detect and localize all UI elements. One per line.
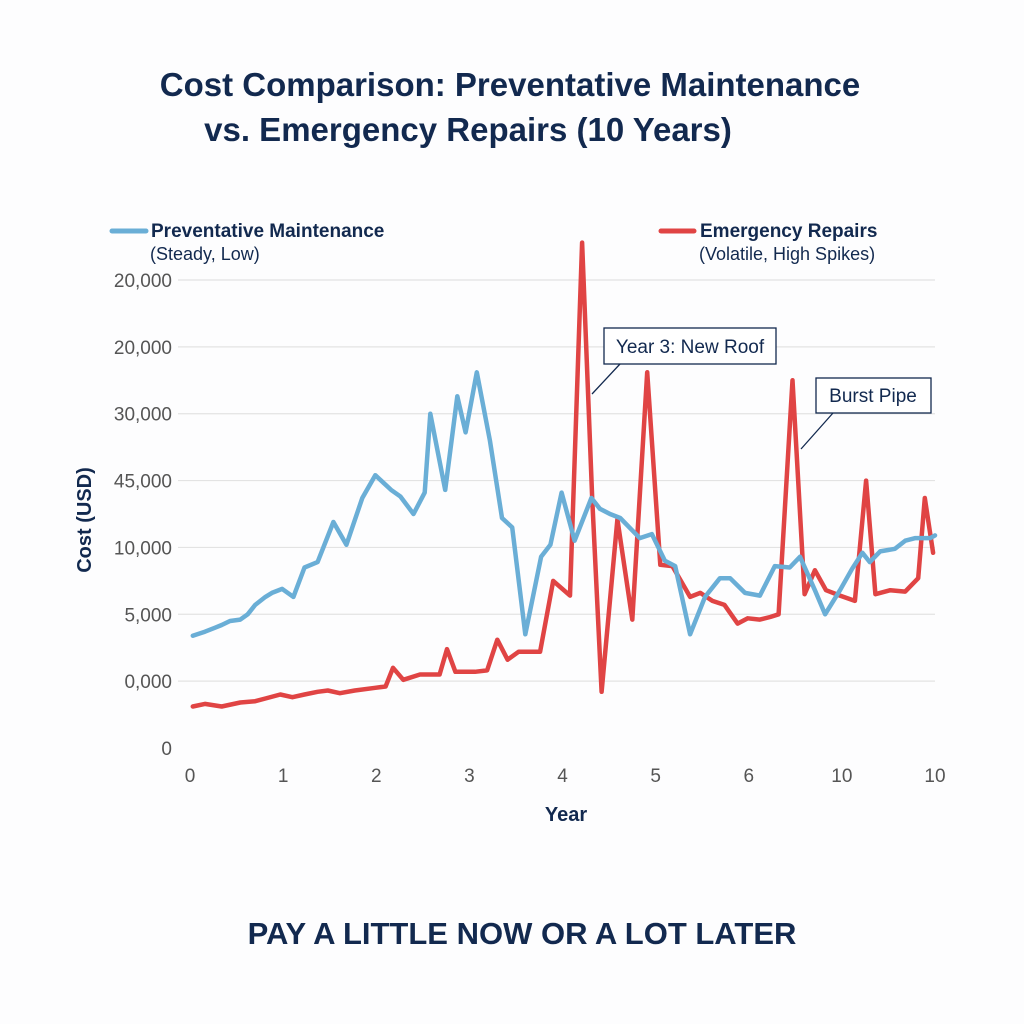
chart-title-line-1: Cost Comparison: Preventative Maintenanc… [160,66,861,103]
annotation-leader-burst-pipe [800,412,834,450]
series-line-emergency-repairs [190,240,936,709]
annotation-leader-new-roof [591,363,621,395]
y-tick-label: 0,000 [124,672,172,693]
x-tick-label: 10 [831,766,852,787]
series-line-preventative-maintenance [190,370,938,638]
x-tick-label: 2 [371,766,382,787]
y-tick-label: 0 [161,739,172,760]
legend: Preventative Maintenance (Steady, Low) E… [109,221,877,264]
annotation-text-burst-pipe: Burst Pipe [829,386,917,407]
x-axis-title: Year [545,804,587,826]
footer-tagline: PAY A LITTLE NOW OR A LOT LATER [248,916,797,951]
legend-label-emergency: Emergency Repairs [700,221,877,242]
legend-sublabel-emergency: (Volatile, High Spikes) [699,244,875,264]
chart-title-line-2: vs. Emergency Repairs (10 Years) [204,111,732,148]
legend-sublabel-preventative: (Steady, Low) [150,244,260,264]
x-tick-label: 1 [278,766,289,787]
series-lines [190,240,938,709]
x-tick-label: 3 [464,766,475,787]
x-tick-label: 6 [743,766,754,787]
x-tick-label: 0 [185,766,196,787]
y-tick-label: 20,000 [114,338,172,359]
legend-label-preventative: Preventative Maintenance [151,221,384,242]
x-tick-labels: 0 1 2 3 4 5 6 10 10 [185,766,946,787]
annotation-box-new-roof [603,327,777,365]
y-tick-label: 20,000 [114,271,172,292]
gridlines [178,279,935,682]
x-tick-label: 10 [924,766,945,787]
y-tick-labels: 0 0,000 5,000 10,000 45,000 30,000 20,000 20,00… [114,271,172,760]
x-tick-label: 4 [557,766,568,787]
x-tick-label: 5 [650,766,661,787]
annotation-new-roof: Year 3: New Roof [591,327,777,395]
y-tick-label: 10,000 [114,538,172,559]
y-tick-label: 5,000 [124,605,172,626]
annotation-box-burst-pipe [815,377,932,414]
y-tick-label: 45,000 [114,472,172,493]
y-axis-title: Cost (USD) [74,467,96,573]
annotation-text-new-roof: Year 3: New Roof [616,337,765,358]
y-tick-label: 30,000 [114,405,172,426]
annotation-burst-pipe: Burst Pipe [800,377,932,450]
